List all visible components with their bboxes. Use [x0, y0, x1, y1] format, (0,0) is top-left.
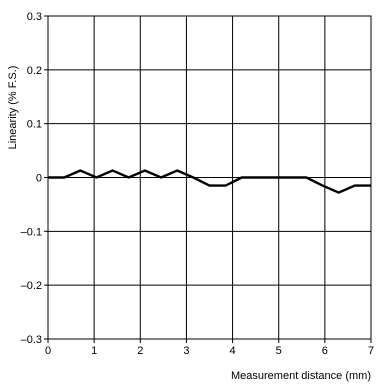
x-tick-label: 7 — [368, 345, 374, 357]
y-tick-labels: 0.3 0.2 0.1 0 –0.1 –0.2 –0.3 — [21, 11, 48, 346]
x-tick-label: 2 — [137, 345, 143, 357]
y-tick-label: 0.3 — [27, 11, 42, 23]
y-tick-label: 0.1 — [27, 119, 42, 131]
x-tick-label: 4 — [230, 345, 236, 357]
y-tick-label: –0.1 — [21, 226, 42, 238]
x-tick-labels: 0 1 2 3 4 5 6 7 — [45, 339, 374, 357]
y-tick-label: 0 — [36, 173, 42, 185]
y-tick-label: –0.3 — [21, 334, 42, 346]
y-tick-label: 0.2 — [27, 65, 42, 77]
y-tick-label: –0.2 — [21, 280, 42, 292]
x-tick-label: 3 — [183, 345, 189, 357]
x-tick-label: 1 — [91, 345, 97, 357]
y-axis-label: Linearity (% F.S.) — [7, 66, 19, 150]
x-tick-label: 5 — [276, 345, 282, 357]
series-group — [48, 169, 371, 194]
x-axis-label: Measurement distance (mm) — [231, 370, 371, 382]
x-tick-label: 0 — [45, 345, 51, 357]
series-line-0 — [48, 169, 371, 194]
x-tick-label: 6 — [322, 345, 328, 357]
plot-area — [47, 15, 372, 340]
